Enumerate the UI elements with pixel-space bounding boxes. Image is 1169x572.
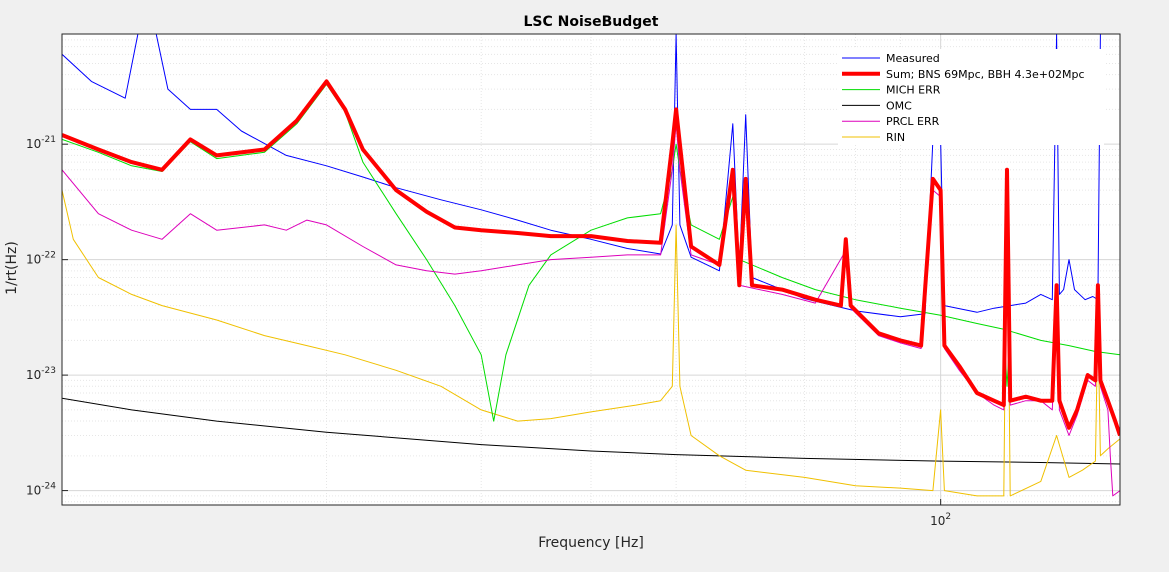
y-tick-label: 10-22 (26, 251, 56, 267)
plot-frame (61, 33, 1121, 506)
y-axis-label: 1/rt(Hz) (4, 241, 20, 295)
chart-title: LSC NoiseBudget (524, 14, 659, 30)
series-line-4 (62, 123, 1120, 497)
x-axis-label: Frequency [Hz] (538, 535, 644, 551)
legend-entry: PRCL ERR (886, 115, 940, 128)
axis-ticks: 10-24 10-23 10-22 10-21 102 (26, 135, 951, 528)
legend-entry: OMC (886, 99, 912, 112)
x-tick-label: 102 (930, 512, 951, 528)
legend-box (838, 49, 1104, 145)
y-tick-label: 10-23 (26, 366, 56, 382)
legend-entry: Sum; BNS 69Mpc, BBH 4.3e+02Mpc (886, 68, 1085, 81)
y-tick-label: 10-24 (26, 482, 56, 498)
series-line-1 (62, 79, 1120, 437)
y-tick-label: 10-21 (26, 135, 56, 151)
series-lines (62, 34, 1120, 497)
series-line-2 (62, 83, 1120, 422)
legend: Measured Sum; BNS 69Mpc, BBH 4.3e+02Mpc MI… (838, 49, 1104, 145)
legend-entry: MICH ERR (886, 84, 941, 97)
legend-entry: RIN (886, 131, 905, 144)
series-line-3 (62, 397, 1120, 465)
grid (61, 33, 1120, 505)
series-line-5 (62, 169, 1120, 497)
legend-entry: Measured (886, 52, 940, 65)
